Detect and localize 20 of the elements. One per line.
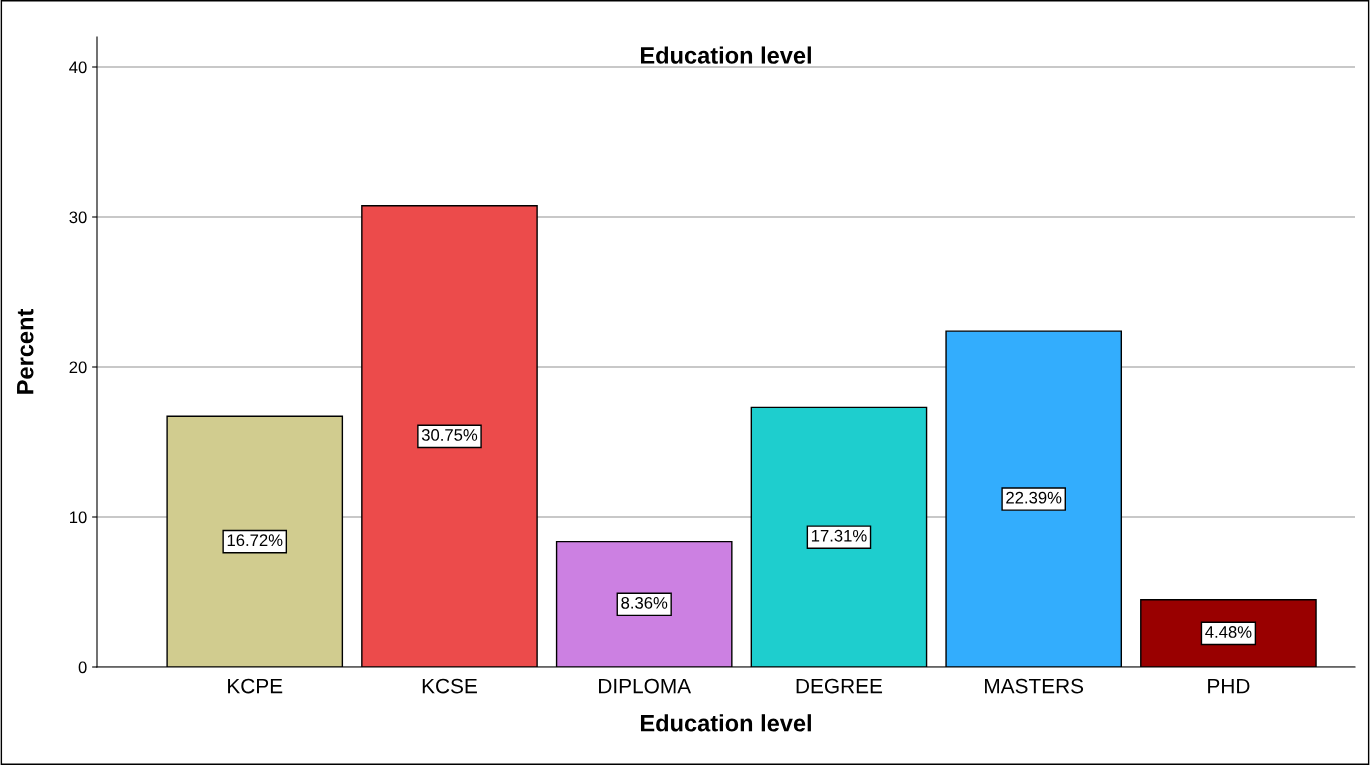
chart-title: Education level <box>640 46 811 64</box>
y-tick-label: 30 <box>69 211 87 224</box>
x-tick-label: MASTERS <box>985 678 1084 694</box>
data-label: 16.72% <box>227 534 283 547</box>
data-label: 30.75% <box>421 429 478 441</box>
data-label: 4.48% <box>1205 626 1252 638</box>
x-tick-label: KCPE <box>228 678 283 694</box>
y-tick-label: 0 <box>78 661 87 674</box>
data-label: 8.36% <box>621 596 668 609</box>
data-label: 17.31% <box>811 529 867 542</box>
y-axis-title: Percent <box>17 308 34 394</box>
x-tick-label: DEGREE <box>796 678 883 694</box>
data-label: 22.39% <box>1006 491 1062 504</box>
y-tick-label: 20 <box>69 361 87 374</box>
y-tick-label: 40 <box>69 61 87 74</box>
x-tick-label: KCSE <box>422 678 477 694</box>
x-axis-title: Education level <box>640 714 811 732</box>
x-tick-label: DIPLOMA <box>599 678 692 694</box>
x-tick-label: PHD <box>1208 678 1250 694</box>
y-tick-label: 10 <box>70 511 87 524</box>
